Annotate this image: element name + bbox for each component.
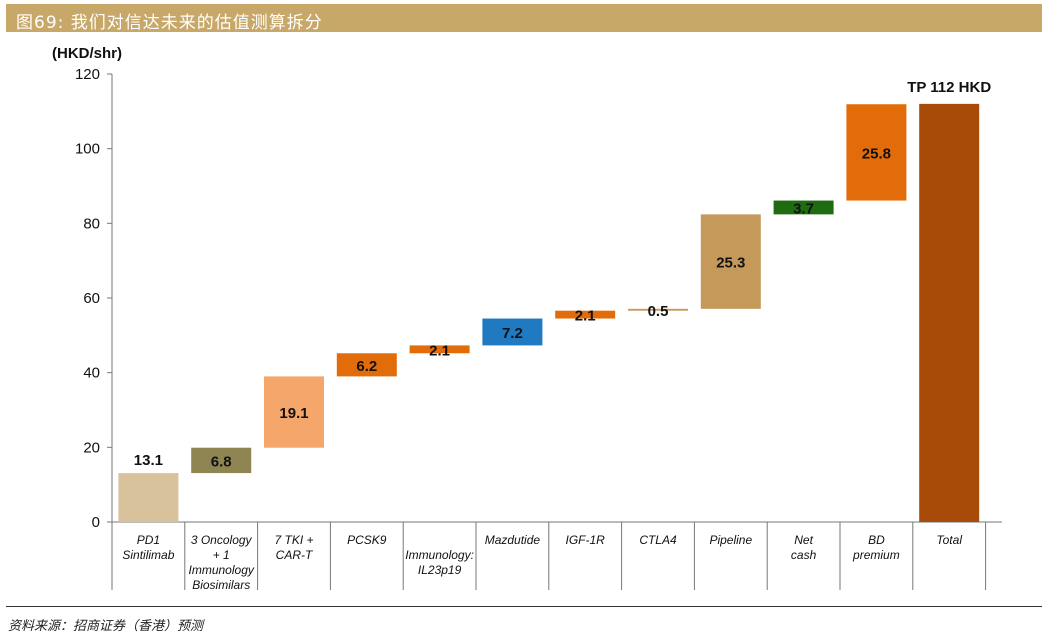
y-tick-label: 0 — [92, 514, 100, 531]
source-note: 资料来源：招商证券（香港）预测 — [8, 619, 204, 634]
data-label: 19.1 — [279, 405, 308, 422]
y-tick-label: 80 — [83, 215, 100, 232]
x-tick-label: 3 Oncology — [191, 533, 253, 547]
y-tick-label: 60 — [83, 290, 100, 307]
data-label: TP 112 HKD — [907, 79, 991, 96]
bar — [482, 318, 543, 346]
y-tick-label: 120 — [75, 66, 100, 83]
bar — [409, 345, 470, 354]
x-tick-label: Immunology — [189, 563, 255, 577]
data-label: 2.1 — [429, 342, 450, 359]
bar — [628, 308, 688, 311]
data-label: 25.8 — [862, 145, 891, 162]
y-axis-label: (HKD/shr) — [52, 45, 122, 62]
bar — [846, 104, 907, 201]
x-tick-label: Net — [794, 533, 813, 547]
data-label: 6.8 — [211, 453, 232, 470]
x-tick-label: Total — [936, 533, 962, 547]
x-tick-label: Biosimilars — [192, 578, 250, 592]
x-tick-label: Mazdutide — [485, 533, 541, 547]
bar — [773, 200, 834, 215]
x-tick-label: PCSK9 — [347, 533, 387, 547]
x-tick-label: + 1 — [213, 548, 230, 562]
data-label: 13.1 — [134, 452, 163, 469]
x-tick-label: Pipeline — [709, 533, 752, 547]
data-label: 2.1 — [575, 308, 596, 325]
waterfall-chart: (HKD/shr) 0 20 40 60 80 100 120 13.1 6.8 19.1 6.2 2.… — [52, 45, 1002, 592]
bar — [191, 447, 252, 474]
x-tick-label: premium — [852, 548, 900, 562]
x-tick-label: 7 TKI + — [274, 533, 313, 547]
x-tick-label: PD1 — [137, 533, 160, 547]
y-tick-label: 20 — [83, 439, 100, 456]
x-tick-label: Sintilimab — [122, 548, 174, 562]
bar — [919, 103, 980, 522]
y-tick-label: 100 — [75, 141, 100, 158]
data-label: 7.2 — [502, 325, 523, 342]
x-tick-label: Immunology: — [405, 548, 474, 562]
x-tick-label: cash — [791, 548, 817, 562]
x-tick-label: CTLA4 — [639, 533, 677, 547]
data-label: 3.7 — [793, 200, 814, 217]
data-label: 0.5 — [648, 303, 669, 320]
bar — [264, 376, 324, 448]
data-label: 25.3 — [716, 255, 745, 272]
x-tick-label: CAR-T — [276, 548, 314, 562]
data-label: 6.2 — [356, 358, 377, 375]
figure-title: 图69: 我们对信达未来的估值测算拆分 — [16, 13, 323, 33]
bar — [700, 214, 761, 309]
y-tick-label: 40 — [83, 365, 100, 382]
bar — [118, 473, 179, 522]
footer-divider — [6, 606, 1042, 607]
bar — [555, 310, 616, 319]
x-tick-label: IGF-1R — [566, 533, 606, 547]
x-tick-label: IL23p19 — [418, 563, 462, 577]
x-tick-label: BD — [868, 533, 885, 547]
title-bar: 图69: 我们对信达未来的估值测算拆分 — [6, 4, 1042, 33]
bar — [336, 353, 397, 377]
